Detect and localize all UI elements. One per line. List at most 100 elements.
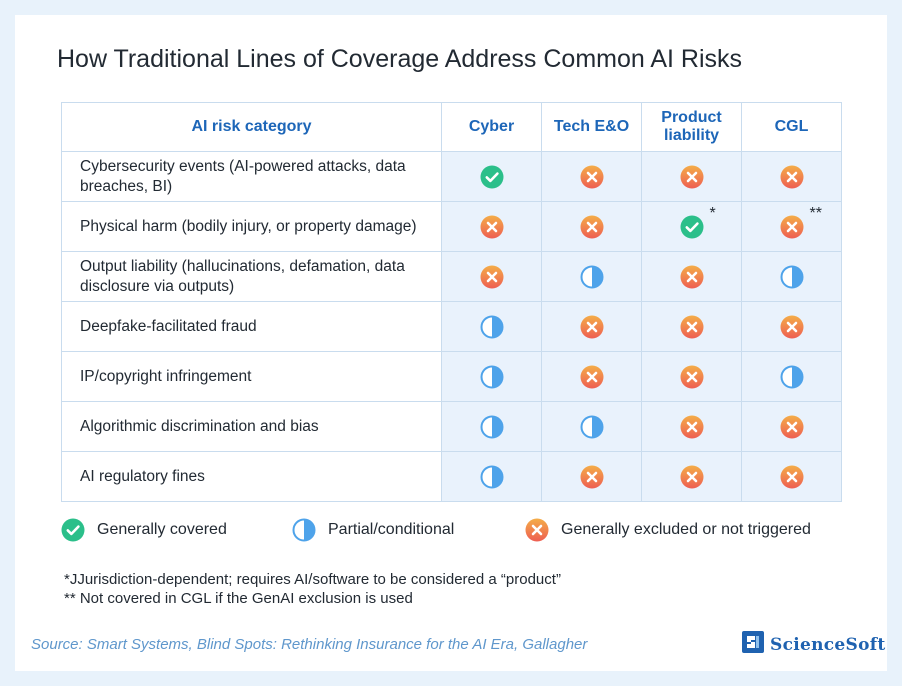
coverage-mark: * xyxy=(680,205,716,239)
table-row: IP/copyright infringement xyxy=(61,351,842,402)
x-circle-icon xyxy=(480,265,504,289)
x-circle-icon xyxy=(680,265,704,289)
header-product-liability: Product liability xyxy=(641,102,742,152)
x-circle-icon xyxy=(780,165,804,189)
risk-category-cell: AI regulatory fines xyxy=(61,451,442,502)
page-title: How Traditional Lines of Coverage Addres… xyxy=(57,45,743,73)
coverage-cell-tech-eo xyxy=(541,451,642,502)
source-citation: Source: Smart Systems, Blind Spots: Reth… xyxy=(31,636,588,653)
x-circle-icon xyxy=(580,215,604,239)
x-circle-icon xyxy=(680,165,704,189)
coverage-mark xyxy=(480,365,504,389)
coverage-mark xyxy=(580,365,604,389)
coverage-mark xyxy=(580,415,604,439)
x-circle-icon xyxy=(480,215,504,239)
coverage-mark xyxy=(780,365,804,389)
coverage-cell-cgl xyxy=(741,451,842,502)
coverage-cell-product-liability xyxy=(641,251,742,302)
coverage-mark xyxy=(580,465,604,489)
coverage-cell-product-liability xyxy=(641,451,742,502)
x-circle-icon xyxy=(680,365,704,389)
footnote-marker: ** xyxy=(809,204,822,222)
coverage-mark xyxy=(780,415,804,439)
coverage-mark xyxy=(680,315,704,339)
table-row: Algorithmic discrimination and bias xyxy=(61,401,842,452)
table-row: Output liability (hallucinations, defama… xyxy=(61,251,842,302)
table-row: Deepfake-facilitated fraud xyxy=(61,301,842,352)
coverage-cell-cyber xyxy=(441,201,542,252)
coverage-cell-tech-eo xyxy=(541,151,642,202)
legend: Generally covered Partial/conditional Ge… xyxy=(0,518,902,544)
coverage-mark xyxy=(680,365,704,389)
half-circle-icon xyxy=(292,518,316,542)
x-circle-icon xyxy=(580,165,604,189)
coverage-cell-cgl xyxy=(741,351,842,402)
coverage-mark xyxy=(480,265,504,289)
footnotes: *JJurisdiction-dependent; requires AI/so… xyxy=(64,570,561,608)
coverage-cell-cyber xyxy=(441,451,542,502)
coverage-mark xyxy=(680,165,704,189)
x-circle-icon xyxy=(580,315,604,339)
coverage-cell-product-liability xyxy=(641,401,742,452)
brand-name: ScienceSoft xyxy=(770,634,886,655)
coverage-cell-cgl xyxy=(741,251,842,302)
check-circle-icon xyxy=(680,215,704,239)
coverage-cell-cgl xyxy=(741,151,842,202)
half-circle-icon xyxy=(480,465,504,489)
coverage-cell-cyber xyxy=(441,401,542,452)
x-circle-icon xyxy=(680,465,704,489)
footnote-marker: * xyxy=(709,204,716,222)
x-circle-icon xyxy=(525,518,549,542)
coverage-cell-product-liability: * xyxy=(641,201,742,252)
legend-item-partial: Partial/conditional xyxy=(292,518,454,542)
coverage-cell-tech-eo xyxy=(541,401,642,452)
coverage-cell-product-liability xyxy=(641,351,742,402)
half-circle-icon xyxy=(580,415,604,439)
header-ai-risk-category: AI risk category xyxy=(61,102,442,152)
coverage-mark xyxy=(480,215,504,239)
coverage-mark xyxy=(680,265,704,289)
coverage-cell-cyber xyxy=(441,251,542,302)
coverage-mark xyxy=(780,465,804,489)
coverage-mark xyxy=(680,415,704,439)
footnote-1: *JJurisdiction-dependent; requires AI/so… xyxy=(64,571,561,588)
risk-category-cell: IP/copyright infringement xyxy=(61,351,442,402)
half-circle-icon xyxy=(480,365,504,389)
header-product-liability-label: Product liability xyxy=(661,109,722,144)
x-circle-icon xyxy=(680,415,704,439)
coverage-mark xyxy=(580,265,604,289)
legend-label-excluded: Generally excluded or not triggered xyxy=(561,521,811,538)
coverage-table: AI risk category Cyber Tech E&O Product … xyxy=(61,102,842,502)
header-cyber: Cyber xyxy=(441,102,542,152)
half-circle-icon xyxy=(780,365,804,389)
coverage-mark xyxy=(480,315,504,339)
coverage-cell-product-liability xyxy=(641,301,742,352)
coverage-cell-cgl: ** xyxy=(741,201,842,252)
x-circle-icon xyxy=(780,315,804,339)
coverage-mark xyxy=(580,165,604,189)
coverage-cell-cyber xyxy=(441,151,542,202)
legend-item-covered: Generally covered xyxy=(61,518,227,542)
risk-category-cell: Algorithmic discrimination and bias xyxy=(61,401,442,452)
coverage-mark: ** xyxy=(780,205,822,239)
check-circle-icon xyxy=(480,165,504,189)
coverage-cell-product-liability xyxy=(641,151,742,202)
header-cgl: CGL xyxy=(741,102,842,152)
half-circle-icon xyxy=(480,315,504,339)
coverage-mark xyxy=(580,215,604,239)
risk-category-cell: Cybersecurity events (AI-powered attacks… xyxy=(61,151,442,202)
half-circle-icon xyxy=(480,415,504,439)
x-circle-icon xyxy=(580,365,604,389)
risk-category-cell: Deepfake-facilitated fraud xyxy=(61,301,442,352)
legend-item-excluded: Generally excluded or not triggered xyxy=(525,518,811,542)
coverage-mark xyxy=(480,165,504,189)
x-circle-icon xyxy=(780,415,804,439)
table-row: AI regulatory fines xyxy=(61,451,842,502)
legend-label-partial: Partial/conditional xyxy=(328,521,455,538)
half-circle-icon xyxy=(580,265,604,289)
coverage-cell-tech-eo xyxy=(541,301,642,352)
sciencesoft-logo-icon xyxy=(741,630,765,659)
coverage-mark xyxy=(780,265,804,289)
half-circle-icon xyxy=(780,265,804,289)
coverage-cell-cgl xyxy=(741,301,842,352)
